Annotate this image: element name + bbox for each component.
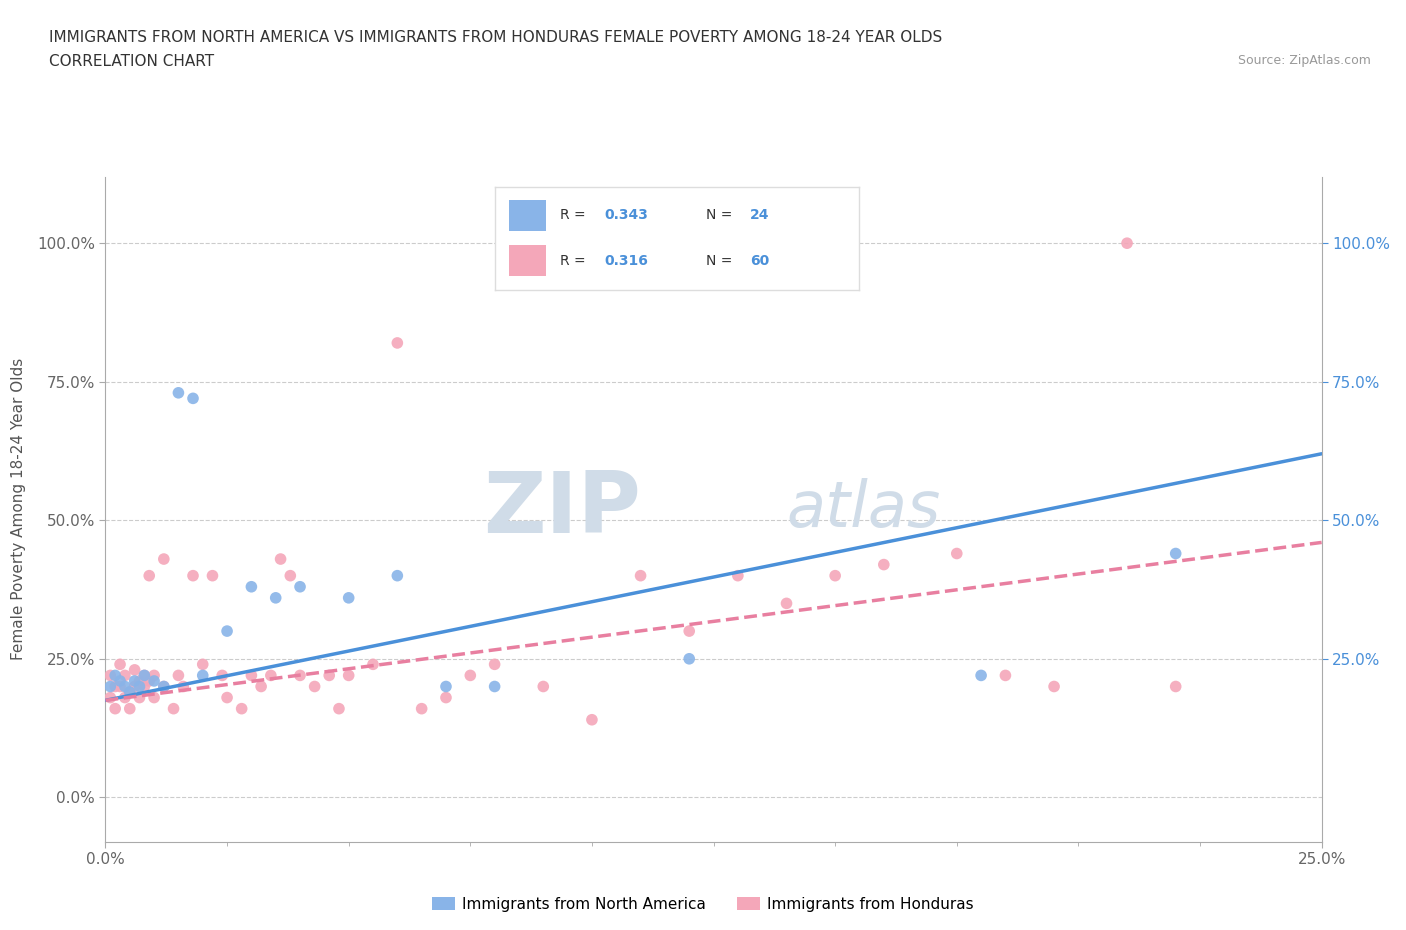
Point: [873, 557, 896, 572]
Point: [98, 679, 121, 694]
Point: [104, 701, 127, 716]
Point: [201, 568, 224, 583]
Point: [1116, 236, 1139, 251]
Point: [484, 679, 506, 694]
Point: [337, 591, 360, 605]
Point: [264, 591, 287, 605]
Point: [162, 701, 184, 716]
Point: [240, 579, 263, 594]
Point: [824, 568, 846, 583]
Point: [727, 568, 749, 583]
Point: [581, 712, 603, 727]
Point: [128, 690, 150, 705]
Point: [318, 668, 340, 683]
Point: [114, 679, 136, 694]
Point: [970, 668, 993, 683]
Point: [387, 336, 409, 351]
Point: [98, 690, 121, 705]
Point: [678, 651, 700, 666]
Point: [124, 662, 146, 677]
Point: [1164, 679, 1187, 694]
Point: [1043, 679, 1066, 694]
Point: [217, 690, 239, 705]
Text: CORRELATION CHART: CORRELATION CHART: [49, 54, 214, 69]
Point: [945, 546, 967, 561]
Point: [143, 673, 166, 688]
Point: [775, 596, 797, 611]
Point: [240, 668, 263, 683]
Point: [134, 668, 156, 683]
Point: [167, 668, 190, 683]
Point: [211, 668, 233, 683]
Point: [124, 679, 146, 694]
Text: atlas: atlas: [786, 478, 941, 540]
Point: [143, 690, 166, 705]
Y-axis label: Female Poverty Among 18-24 Year Olds: Female Poverty Among 18-24 Year Olds: [11, 358, 25, 660]
Text: ZIP: ZIP: [482, 468, 641, 551]
Point: [108, 679, 131, 694]
Point: [153, 551, 176, 566]
Point: [118, 684, 141, 699]
Point: [411, 701, 433, 716]
Point: [678, 624, 700, 639]
Text: Source: ZipAtlas.com: Source: ZipAtlas.com: [1237, 54, 1371, 67]
Point: [138, 673, 160, 688]
Point: [134, 679, 156, 694]
Point: [484, 657, 506, 671]
Text: IMMIGRANTS FROM NORTH AMERICA VS IMMIGRANTS FROM HONDURAS FEMALE POVERTY AMONG 1: IMMIGRANTS FROM NORTH AMERICA VS IMMIGRA…: [49, 30, 942, 45]
Point: [337, 668, 360, 683]
Point: [153, 679, 176, 694]
Point: [458, 668, 481, 683]
Point: [138, 568, 160, 583]
Point: [143, 668, 166, 683]
Point: [104, 668, 127, 683]
Point: [118, 684, 141, 699]
Point: [994, 668, 1017, 683]
Point: [114, 690, 136, 705]
Point: [361, 657, 384, 671]
Point: [328, 701, 350, 716]
Point: [231, 701, 253, 716]
Point: [387, 568, 409, 583]
Point: [288, 579, 311, 594]
Point: [118, 701, 141, 716]
Point: [531, 679, 554, 694]
Point: [104, 679, 127, 694]
Point: [134, 668, 156, 683]
Point: [181, 568, 204, 583]
Point: [434, 679, 457, 694]
Point: [124, 673, 146, 688]
Point: [434, 690, 457, 705]
Point: [304, 679, 326, 694]
Point: [108, 673, 131, 688]
Point: [260, 668, 283, 683]
Point: [278, 568, 301, 583]
Point: [217, 624, 239, 639]
Legend: Immigrants from North America, Immigrants from Honduras: Immigrants from North America, Immigrant…: [426, 890, 980, 918]
Point: [128, 679, 150, 694]
Point: [108, 657, 131, 671]
Point: [191, 668, 214, 683]
Point: [114, 668, 136, 683]
Point: [630, 568, 652, 583]
Point: [250, 679, 273, 694]
Point: [98, 668, 121, 683]
Point: [1164, 546, 1187, 561]
Point: [288, 668, 311, 683]
Point: [153, 679, 176, 694]
Point: [167, 385, 190, 400]
Point: [181, 391, 204, 405]
Point: [270, 551, 292, 566]
Point: [172, 679, 194, 694]
Point: [128, 673, 150, 688]
Point: [191, 657, 214, 671]
